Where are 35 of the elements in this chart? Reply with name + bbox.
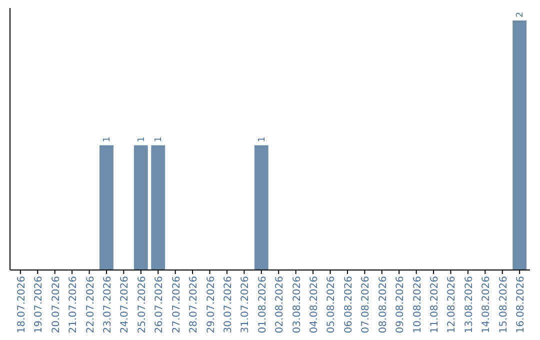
x-tick-label: 25.07.2026: [136, 276, 148, 334]
x-tick-label: 02.08.2026: [274, 276, 286, 334]
x-tick-label: 18.07.2026: [16, 276, 28, 334]
x-tick-label: 05.08.2026: [326, 276, 338, 334]
x-tick-label: 30.07.2026: [222, 276, 234, 334]
data-label: 1: [257, 136, 268, 142]
x-tick-label: 20.07.2026: [50, 276, 62, 334]
data-label: 1: [102, 136, 112, 142]
x-tick-label: 15.08.2026: [498, 276, 510, 334]
x-tick-label: 12.08.2026: [446, 276, 458, 334]
x-tick-label: 19.07.2026: [34, 276, 45, 334]
x-tick-label: 26.07.2026: [154, 276, 166, 334]
x-tick-label: 31.07.2026: [240, 276, 252, 334]
x-tick-label: 09.08.2026: [395, 276, 406, 334]
x-tick-label: 16.08.2026: [516, 276, 527, 334]
data-label: 1: [154, 136, 164, 142]
x-tick-label: 11.08.2026: [430, 276, 441, 334]
x-tick-label: 08.08.2026: [378, 276, 389, 334]
x-tick-label: 21.07.2026: [68, 276, 80, 334]
x-tick-label: 24.07.2026: [120, 276, 131, 334]
x-tick-label: 04.08.2026: [309, 276, 320, 334]
x-tick-label: 03.08.2026: [292, 276, 303, 334]
data-label: 1: [136, 136, 147, 142]
x-tick-label: 10.08.2026: [412, 276, 424, 334]
x-tick-label: 27.07.2026: [171, 276, 182, 334]
x-tick-label: 07.08.2026: [360, 276, 372, 334]
x-tick-label: 22.07.2026: [85, 276, 96, 334]
x-tick-label: 06.08.2026: [343, 276, 354, 334]
x-tick-label: 14.08.2026: [481, 276, 492, 334]
x-tick-label: 13.08.2026: [464, 276, 475, 334]
data-label: 2: [516, 12, 526, 18]
x-tick-label: 01.08.2026: [257, 276, 268, 334]
x-tick-label: 23.07.2026: [102, 276, 114, 334]
x-tick-label: 28.07.2026: [188, 276, 200, 334]
x-tick-label: 29.07.2026: [206, 276, 217, 334]
